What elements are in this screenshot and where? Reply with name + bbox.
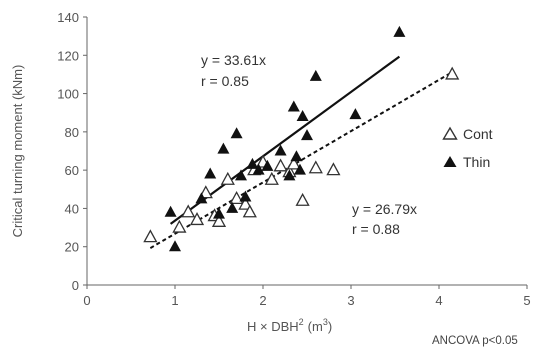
legend: Cont Thin (442, 126, 493, 170)
y-tick-label: 120 (57, 48, 79, 63)
ancova-note: ANCOVA p<0.05 (432, 335, 518, 347)
thin-data-point (309, 69, 322, 81)
y-tick-label: 60 (65, 163, 79, 178)
y-tick-label: 40 (65, 201, 79, 216)
cont-data-point (326, 162, 341, 176)
x-tick-label: 2 (259, 293, 266, 308)
x-axis-title-main: H × DBH (247, 319, 299, 334)
thin-data-point (296, 110, 309, 122)
x-axis-title-sup: 2 (299, 317, 304, 327)
thin-equation-label: y = 33.61x (201, 52, 266, 68)
thin-data-point (213, 207, 225, 219)
thin-data-point (290, 150, 303, 162)
cont-data-point (264, 171, 279, 185)
cont-data-point (181, 204, 196, 218)
legend-cont-label: Cont (463, 126, 493, 142)
y-tick-label: 100 (57, 87, 79, 102)
thin-data-point (169, 240, 181, 252)
cont-data-point (242, 204, 257, 218)
thin-data-point (239, 190, 252, 202)
thin-data-point (252, 163, 265, 175)
cont-data-point (220, 171, 235, 185)
thin-data-point (164, 205, 177, 217)
x-tick-label: 5 (523, 293, 530, 308)
thin-data-point (293, 163, 306, 175)
cont-data-point (172, 219, 187, 233)
plot-area (86, 17, 527, 286)
y-axis-title: Critical turning moment (kNm) (10, 65, 25, 238)
thin-data-point (217, 142, 230, 154)
thin-data-point (287, 100, 300, 112)
legend-cont-marker (442, 126, 458, 140)
x-axis-title-unit-sup: 3 (323, 317, 328, 327)
cont-data-point (286, 156, 301, 170)
data-points (143, 25, 460, 252)
cont-data-point (273, 158, 288, 172)
legend-thin-label: Thin (463, 154, 490, 170)
x-tick-label: 1 (171, 293, 178, 308)
thin-r-label: r = 0.85 (201, 73, 249, 89)
x-tick-label: 0 (83, 293, 90, 308)
y-tick-label: 20 (65, 240, 79, 255)
thin-data-point (195, 192, 208, 204)
thin-data-point (246, 157, 259, 169)
thin-data-point (226, 201, 239, 213)
y-tick-label: 80 (65, 125, 79, 140)
thin-data-point (274, 144, 287, 156)
axis-ticks: 0 1 2 3 4 5 0 20 40 60 80 100 120 140 (57, 10, 530, 308)
thin-data-point (301, 129, 313, 141)
thin-data-point (261, 159, 274, 171)
cont-data-point (308, 160, 323, 174)
cont-data-point (229, 190, 244, 205)
thin-data-point (204, 167, 217, 179)
x-tick-label: 3 (347, 293, 354, 308)
thin-data-point (235, 169, 247, 181)
cont-equation-label: y = 26.79x (352, 201, 417, 217)
y-tick-label: 0 (72, 278, 79, 293)
thin-data-point (230, 127, 243, 139)
thin-data-point (349, 108, 362, 120)
cont-data-point (211, 213, 227, 227)
thin-data-point (393, 25, 406, 37)
cont-data-point (143, 229, 158, 243)
cont-data-point (295, 192, 310, 206)
legend-thin-marker (443, 156, 457, 167)
cont-data-point (189, 212, 205, 226)
x-axis-title: H × DBH2 (m3) (247, 317, 332, 334)
thin-data-point (283, 169, 296, 181)
x-tick-label: 4 (435, 293, 442, 308)
x-axis-title-close: ) (328, 319, 332, 334)
cont-data-point (238, 196, 253, 210)
cont-fit-line (149, 71, 453, 249)
cont-data-point (445, 66, 460, 80)
y-tick-label: 140 (57, 10, 79, 25)
x-axis-title-unit: (m (308, 319, 323, 334)
cont-r-label: r = 0.88 (352, 221, 400, 237)
cont-data-point (198, 185, 213, 199)
